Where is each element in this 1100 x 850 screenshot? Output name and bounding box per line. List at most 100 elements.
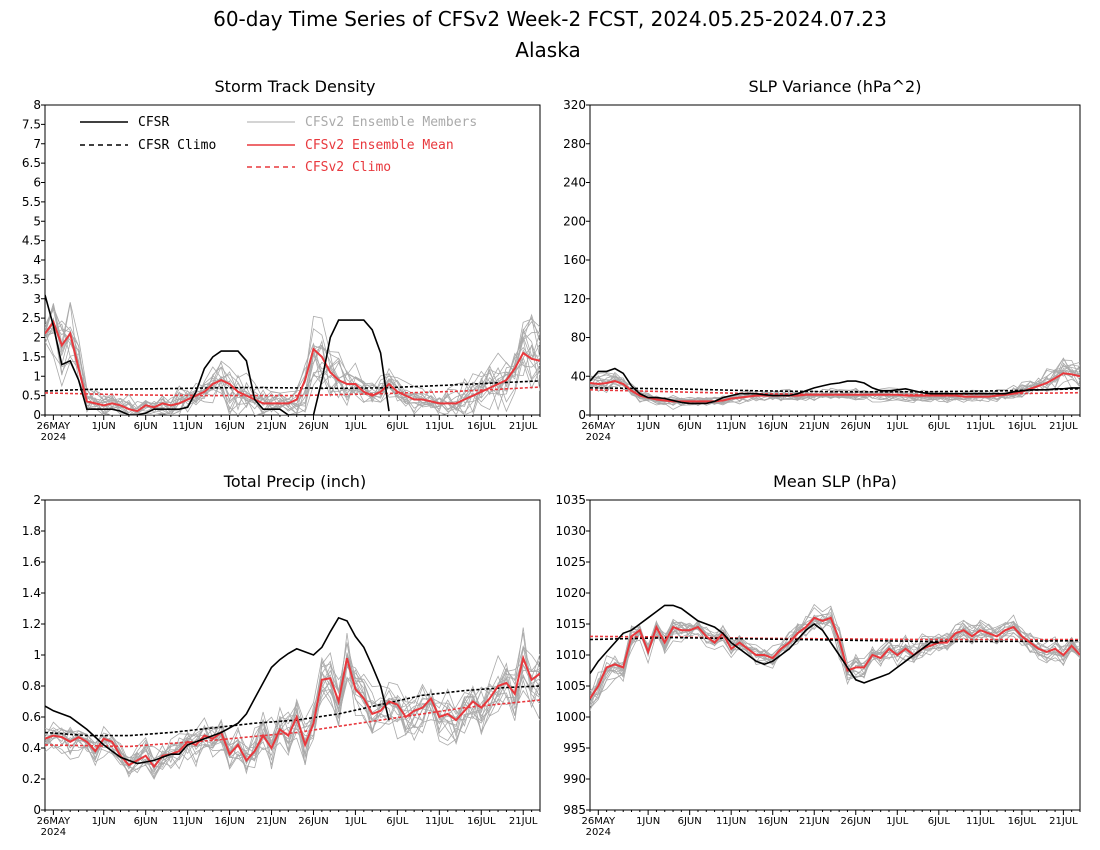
ensemble-member-line [45,653,540,780]
y-tick-label: 7.5 [22,117,41,131]
ensemble-member-line [590,366,1080,406]
x-tick-label: 21JUN [799,421,829,432]
y-tick-label: 3.5 [22,272,41,286]
y-tick-label: 1035 [555,493,586,507]
figure-title: 60-day Time Series of CFSv2 Week-2 FCST,… [213,7,887,31]
x-tick-label: 1JUN [636,816,660,827]
x-tick-label: 21JUN [799,816,829,827]
y-tick-label: 3 [33,292,41,306]
x-tick-label: 16JUN [214,421,244,432]
series-line-cfsv2-climo [45,699,540,748]
y-tick-label: 4.5 [22,234,41,248]
y-tick-label: 1.6 [22,555,41,569]
panel-title: Total Precip (inch) [223,472,366,491]
y-tick-label: 40 [571,369,586,383]
ensemble-member-line [590,607,1080,702]
ensemble-member-line [590,619,1080,698]
ensemble-member-line [45,655,540,772]
y-tick-label: 0.6 [22,710,41,724]
y-tick-label: 990 [563,772,586,786]
y-tick-label: 6.5 [22,156,41,170]
series-line-cfsr [45,294,390,415]
y-tick-label: 80 [571,331,586,345]
x-tick-label: 11JUN [716,816,746,827]
ensemble-member-line [45,654,540,774]
x-tick-label: 16JUL [1008,421,1037,432]
y-tick-label: 2.5 [22,311,41,325]
x-tick-label: 1JUL [886,421,909,432]
y-tick-label: 6 [33,176,41,190]
series-line-cfsr-climo [45,380,540,392]
x-tick-label: 26MAY [37,421,71,432]
x-tick-label: 6JUL [386,421,409,432]
y-tick-label: 2 [33,331,41,345]
y-tick-label: 1015 [555,617,586,631]
x-tick-label: 16JUL [1008,816,1037,827]
x-tick-label: 11JUN [172,816,202,827]
y-tick-label: 5 [33,214,41,228]
y-tick-label: 0 [33,408,41,422]
x-tick-label: 1JUL [886,816,909,827]
y-tick-label: 280 [563,137,586,151]
y-tick-label: 1.4 [22,586,41,600]
series-line-cfsr [590,367,1080,405]
x-tick-label: 26MAY [582,421,616,432]
x-tick-label: 6JUL [928,816,951,827]
y-tick-label: 0.2 [22,772,41,786]
y-tick-label: 5.5 [22,195,41,209]
x-tick-label: 1JUN [92,421,116,432]
plot-area [590,603,1080,711]
series-line-cfsv2-climo [590,635,1080,641]
x-tick-label: 16JUN [757,421,787,432]
y-tick-label: 240 [563,176,586,190]
y-tick-label: 1 [33,648,41,662]
y-tick-label: 0.8 [22,679,41,693]
ensemble-member-line [45,313,540,415]
y-tick-label: 985 [563,803,586,817]
x-tick-label: 16JUN [214,816,244,827]
series-line-cfsr [45,616,390,765]
legend-label-members: CFSv2 Ensemble Members [305,115,477,130]
x-tick-label: 6JUL [386,816,409,827]
x-year-label: 2024 [586,432,611,443]
panel-slp-variance: SLP Variance (hPa^2) 0 40 80 120 160 200 240 28… [563,77,1081,443]
x-tick-label: 6JUL [928,421,951,432]
panel-title: Mean SLP (hPa) [773,472,897,491]
figure-subtitle: Alaska [515,38,580,62]
plot-area [45,616,540,780]
ensemble-member-line [45,632,540,770]
y-tick-label: 1.8 [22,524,41,538]
x-tick-label: 26JUN [298,816,328,827]
x-tick-label: 26JUN [298,421,328,432]
x-tick-label: 6JUN [678,816,702,827]
series-line-cfsr [590,604,939,684]
panel-storm-track-density: Storm Track Density 0 0.5 1 1.5 2 2.5 3 3.5 4 4.5… [22,77,541,443]
y-tick-label: 2 [33,493,41,507]
panel-title: Storm Track Density [215,77,376,96]
legend-label-cfsr: CFSR [138,115,169,130]
x-tick-label: 6JUN [134,816,158,827]
y-tick-label: 1000 [555,710,586,724]
x-tick-label: 16JUL [467,421,496,432]
x-tick-label: 21JUL [509,421,538,432]
y-tick-label: 120 [563,292,586,306]
x-tick-label: 26MAY [582,816,616,827]
panel-total-precip: Total Precip (inch) 0 0.2 0.4 0.6 0.8 1 1.2 1.4… [22,472,541,838]
ensemble-member-line [590,371,1080,402]
series-line-mean [45,319,540,413]
x-tick-label: 11JUL [425,816,454,827]
series-line-cfsr-climo [590,636,1080,643]
y-tick-label: 0 [33,803,41,817]
y-tick-label: 995 [563,741,586,755]
x-tick-label: 16JUN [757,816,787,827]
ensemble-member-line [45,646,540,769]
x-tick-label: 16JUL [467,816,496,827]
plot-area [45,294,540,415]
ensemble-member-line [45,317,540,415]
x-tick-label: 11JUL [966,816,995,827]
y-tick-label: 8 [33,98,41,112]
y-tick-label: 0.5 [22,389,41,403]
y-tick-label: 1020 [555,586,586,600]
legend: CFSR CFSR Climo CFSv2 Ensemble Members C… [80,115,477,175]
